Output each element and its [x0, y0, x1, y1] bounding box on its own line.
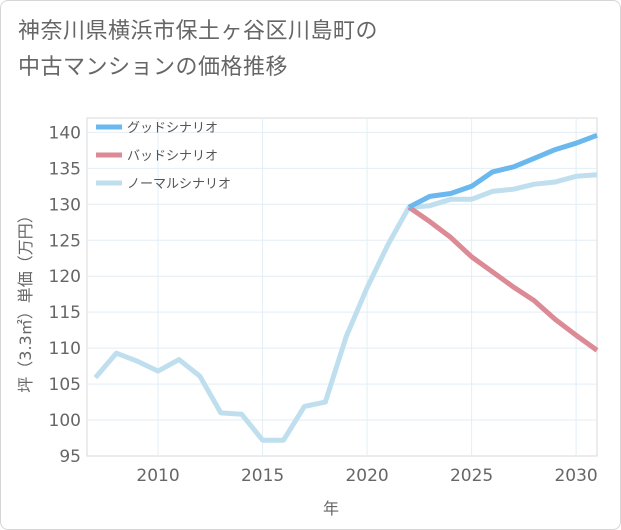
y-tick-label: 140	[49, 123, 81, 143]
y-tick-label: 100	[49, 411, 81, 431]
series-line-2	[93, 172, 598, 443]
chart-title: 神奈川県横浜市保土ヶ谷区川島町の 中古マンションの価格推移	[18, 14, 598, 86]
x-axis-label: 年	[323, 499, 339, 518]
legend-label: グッドシナリオ	[127, 121, 218, 136]
y-axis-label: 坪（3.3㎡）単価（万円）	[16, 207, 35, 392]
y-tick-label: 115	[49, 303, 81, 323]
x-tick-label: 2010	[136, 466, 179, 486]
chart-title-line2: 中古マンションの価格推移	[18, 55, 289, 80]
x-tick-label: 2030	[554, 466, 597, 486]
y-tick-label: 125	[49, 231, 81, 251]
x-tick-label: 2020	[345, 466, 388, 486]
y-tick-label: 105	[49, 375, 81, 395]
y-tick-label: 95	[59, 447, 81, 467]
chart-title-line1: 神奈川県横浜市保土ヶ谷区川島町の	[18, 19, 379, 44]
legend-label: ノーマルシナリオ	[127, 177, 231, 192]
y-tick-label: 110	[49, 339, 81, 359]
series-line-1	[407, 205, 599, 353]
x-tick-label: 2025	[450, 466, 493, 486]
y-tick-label: 120	[49, 267, 81, 287]
y-tick-label: 135	[49, 159, 81, 179]
series-line-0	[407, 132, 598, 210]
legend-label: バッドシナリオ	[127, 149, 218, 164]
tick-labels: 95 100 105 110 115 120 125 130 135 140 2010 2015 202…	[49, 123, 598, 486]
series-lines	[93, 132, 599, 443]
y-tick-label: 130	[49, 195, 81, 215]
x-tick-label: 2015	[241, 466, 284, 486]
